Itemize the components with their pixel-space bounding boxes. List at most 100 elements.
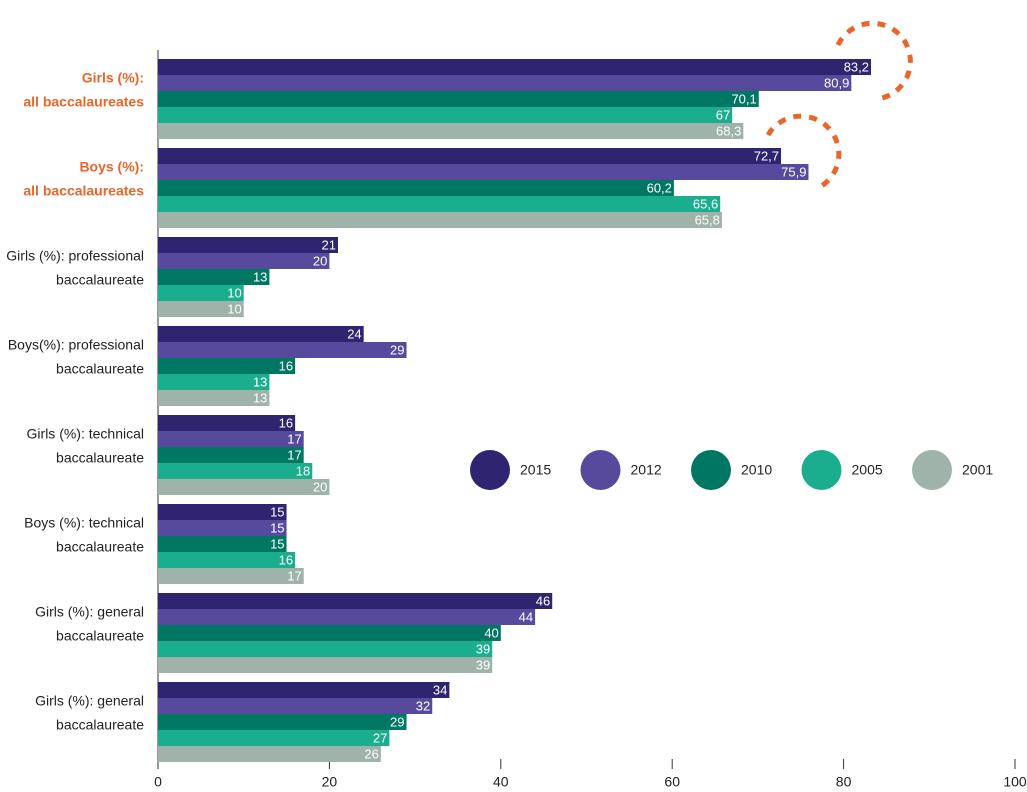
value-label: 60,2 [647,180,672,195]
bar [158,285,244,301]
bar [158,463,313,479]
bar [158,609,536,625]
bar [158,746,381,762]
bar [158,520,287,536]
value-label: 13 [253,374,267,389]
x-tick-label: 80 [836,774,852,790]
bar [158,148,782,164]
category-label: baccalaureate [56,539,144,555]
value-label: 65,6 [693,196,718,211]
legend-label: 2001 [962,462,993,478]
bar [158,269,270,285]
category-label: baccalaureate [56,361,144,377]
bar [158,479,330,495]
plot: 0 20 40 60 80 100 Girls (%): all baccalaureates… [6,50,1027,790]
decoration [765,20,913,191]
bar [158,212,722,228]
bar [158,447,304,463]
value-label: 39 [476,641,490,656]
category-label: all baccalaureates [23,94,144,110]
category-label: Girls (%): [82,70,144,86]
value-label: 44 [519,609,533,624]
value-label: 46 [536,593,550,608]
category-label: Boys(%): professional [8,337,144,353]
category-label: Girls (%): general [35,604,144,620]
category-label: Boys (%): technical [24,515,144,531]
value-label: 17 [287,568,301,583]
value-label: 75,9 [781,164,806,179]
bar [158,342,407,358]
legend-label: 2005 [852,462,883,478]
bar [158,123,744,139]
x-tick-label: 40 [493,774,509,790]
value-label: 39 [476,657,490,672]
bar [158,91,759,107]
bar [158,552,296,568]
value-label: 16 [279,415,293,430]
x-tick-label: 100 [1003,774,1027,790]
legend-swatch [691,450,731,490]
value-label: 15 [270,536,284,551]
bar [158,431,304,447]
value-label: 67 [716,107,730,122]
legend-swatch [470,450,510,490]
bar [158,682,450,698]
bar [158,536,287,552]
value-label: 34 [433,682,447,697]
value-label: 70,1 [731,91,756,106]
value-label: 29 [390,342,404,357]
value-label: 72,7 [754,148,779,163]
category-label: Girls (%): technical [27,426,144,442]
value-label: 15 [270,520,284,535]
value-label: 21 [322,237,336,252]
bar [158,237,338,253]
value-label: 13 [253,390,267,405]
value-label: 17 [287,431,301,446]
bar [158,107,733,123]
bar [158,657,493,673]
value-label: 10 [227,285,241,300]
category-label: Girls (%): general [35,693,144,709]
legend-swatch [801,450,842,490]
bar [158,326,364,342]
value-label: 24 [347,326,361,341]
value-label: 13 [253,269,267,284]
value-label: 40 [484,625,498,640]
x-tick-label: 20 [322,774,338,790]
category-label: Girls (%): professional [6,248,144,264]
x-tick-label: 0 [154,774,162,790]
value-label: 80,9 [824,75,849,90]
bar [158,59,872,75]
value-label: 20 [313,253,327,268]
category-label: baccalaureate [56,272,144,288]
value-label: 27 [373,730,387,745]
bar [158,593,553,609]
category-label: baccalaureate [56,450,144,466]
bar [158,374,270,390]
bar [158,504,287,520]
dashed-ring [835,20,913,101]
x-tick-label: 60 [664,774,680,790]
legend-swatch [580,450,621,490]
value-label: 26 [364,746,378,761]
bar [158,196,721,212]
value-label: 16 [279,358,293,373]
bar [158,415,296,431]
bar [158,625,501,641]
bar [158,698,433,714]
bar [158,358,296,374]
value-label: 17 [287,447,301,462]
value-label: 10 [227,301,241,316]
value-label: 32 [416,698,430,713]
bar [158,390,270,406]
bar [158,730,390,746]
value-label: 83,2 [844,59,869,74]
category-label: baccalaureate [56,717,144,733]
value-label: 29 [390,714,404,729]
value-label: 18 [296,463,310,478]
bar [158,75,852,91]
value-label: 20 [313,479,327,494]
category-label: all baccalaureates [23,183,144,199]
legend-label: 2012 [631,462,662,478]
